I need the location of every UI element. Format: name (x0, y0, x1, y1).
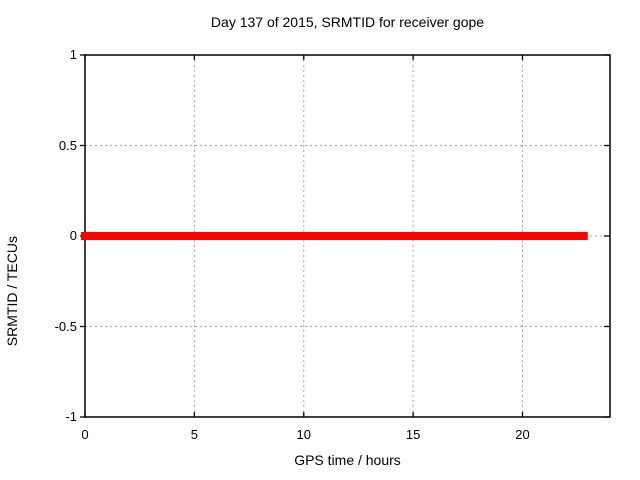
y-tick-label: 0 (69, 228, 77, 243)
x-tick-label: 0 (81, 427, 89, 442)
y-axis-label-text: SRMTID / TECUs (4, 235, 20, 347)
x-tick-label: 15 (405, 427, 421, 442)
x-tick-label: 20 (515, 427, 530, 442)
y-tick-label: -0.5 (54, 318, 77, 334)
x-tick-label: 5 (190, 427, 198, 442)
y-tick-label: 1 (69, 47, 77, 62)
chart-title: Day 137 of 2015, SRMTID for receiver gop… (210, 14, 485, 30)
y-tick-label: 0.5 (58, 137, 77, 153)
x-tick-label: 10 (296, 427, 311, 442)
y-tick-label: -1 (65, 409, 77, 424)
x-axis-label: GPS time / hours (294, 452, 401, 468)
